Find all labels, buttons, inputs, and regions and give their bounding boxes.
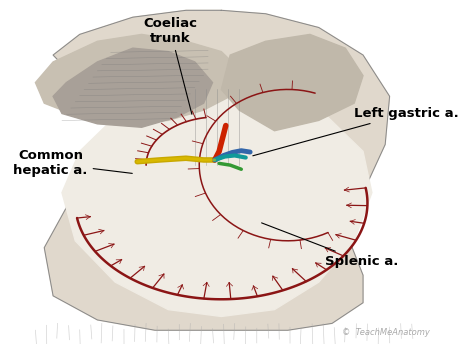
Polygon shape bbox=[36, 34, 239, 124]
Polygon shape bbox=[62, 89, 372, 316]
Text: Splenic a.: Splenic a. bbox=[262, 223, 399, 268]
Text: Coeliac
trunk: Coeliac trunk bbox=[144, 17, 198, 114]
Polygon shape bbox=[221, 34, 363, 131]
Polygon shape bbox=[53, 48, 212, 127]
Text: Left gastric a.: Left gastric a. bbox=[253, 107, 459, 156]
Text: ©  TeachMeAnatomy: © TeachMeAnatomy bbox=[342, 328, 429, 337]
Polygon shape bbox=[44, 10, 390, 330]
Text: Common
hepatic a.: Common hepatic a. bbox=[13, 149, 132, 178]
